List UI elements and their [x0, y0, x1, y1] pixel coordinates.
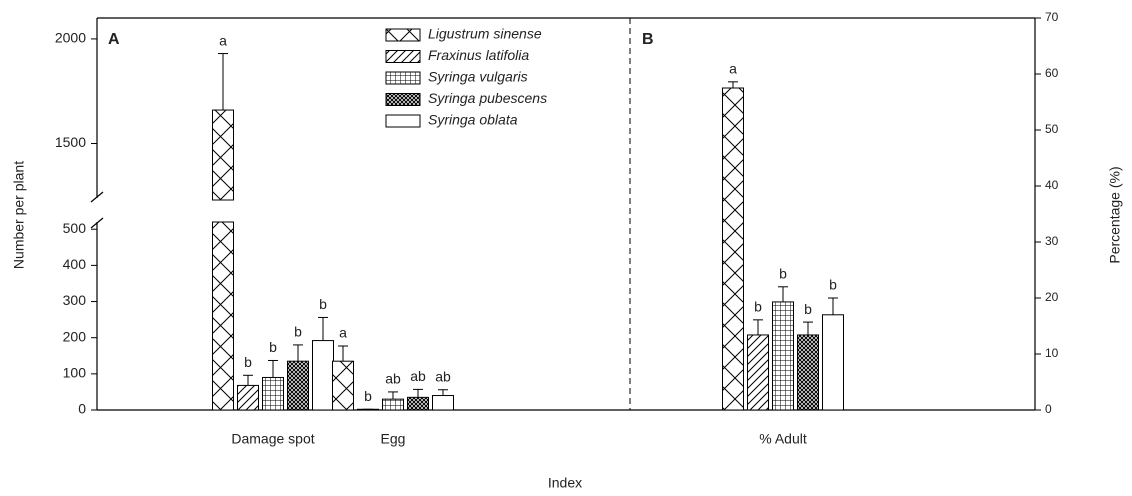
panel-label: A	[108, 31, 120, 48]
bar	[822, 314, 844, 411]
y-tick-label: 500	[63, 220, 87, 236]
y2-tick-label: 70	[1045, 10, 1059, 24]
bar	[212, 109, 234, 201]
significance-letter: a	[729, 61, 737, 77]
y-tick-label: 1500	[55, 134, 86, 150]
y-tick-label: 400	[63, 256, 87, 272]
y-tick-label: 300	[63, 292, 87, 308]
y2-tick-label: 0	[1045, 402, 1052, 416]
panel-label: B	[642, 31, 654, 48]
bar	[332, 360, 354, 411]
y2-axis-title: Percentage (%)	[1107, 166, 1123, 263]
legend-label: Ligustrum sinense	[428, 26, 542, 42]
legend-swatch	[385, 50, 421, 63]
significance-letter: ab	[385, 371, 401, 387]
significance-letter: ab	[410, 368, 426, 384]
bar	[747, 334, 769, 411]
legend-label: Fraxinus latifolia	[428, 47, 529, 63]
bar	[287, 360, 309, 411]
y2-tick-label: 30	[1045, 234, 1059, 248]
y-tick-label: 100	[63, 365, 87, 381]
bar	[262, 376, 284, 411]
bar	[212, 221, 234, 411]
y-tick-label: 0	[78, 401, 86, 417]
significance-letter: b	[294, 324, 302, 340]
bar	[407, 396, 429, 411]
significance-letter: b	[269, 339, 277, 355]
legend-swatch	[385, 71, 421, 85]
legend-swatch	[385, 28, 421, 42]
bar	[772, 301, 794, 411]
y2-tick-label: 50	[1045, 122, 1059, 136]
x-tick-label: % Adult	[759, 431, 807, 447]
bar	[797, 334, 819, 411]
bar	[382, 398, 404, 411]
significance-letter: a	[219, 32, 227, 48]
significance-letter: b	[804, 301, 812, 317]
y2-tick-label: 10	[1045, 346, 1059, 360]
y-axis-title: Number per plant	[11, 161, 27, 269]
y2-tick-label: 60	[1045, 66, 1059, 80]
bar	[722, 87, 744, 411]
legend-swatch	[385, 93, 421, 106]
legend-swatch	[385, 114, 421, 128]
bar	[312, 340, 334, 411]
y2-tick-label: 40	[1045, 178, 1059, 192]
significance-letter: b	[829, 277, 837, 293]
y-tick-label: 2000	[55, 30, 86, 46]
x-tick-label: Egg	[381, 431, 406, 447]
y2-tick-label: 20	[1045, 290, 1059, 304]
legend-label: Syringa oblata	[428, 112, 518, 128]
significance-letter: b	[364, 388, 372, 404]
significance-letter: b	[319, 296, 327, 312]
legend-label: Syringa pubescens	[428, 90, 547, 106]
x-axis-title: Index	[548, 475, 582, 491]
x-tick-label: Damage spot	[231, 431, 314, 447]
significance-letter: b	[754, 299, 762, 315]
significance-letter: b	[779, 266, 787, 282]
bar	[432, 395, 454, 411]
significance-letter: a	[339, 325, 347, 341]
bar	[237, 384, 259, 411]
y-tick-label: 200	[63, 328, 87, 344]
legend-label: Syringa vulgaris	[428, 69, 528, 85]
significance-letter: b	[244, 354, 252, 370]
significance-letter: ab	[435, 368, 451, 384]
